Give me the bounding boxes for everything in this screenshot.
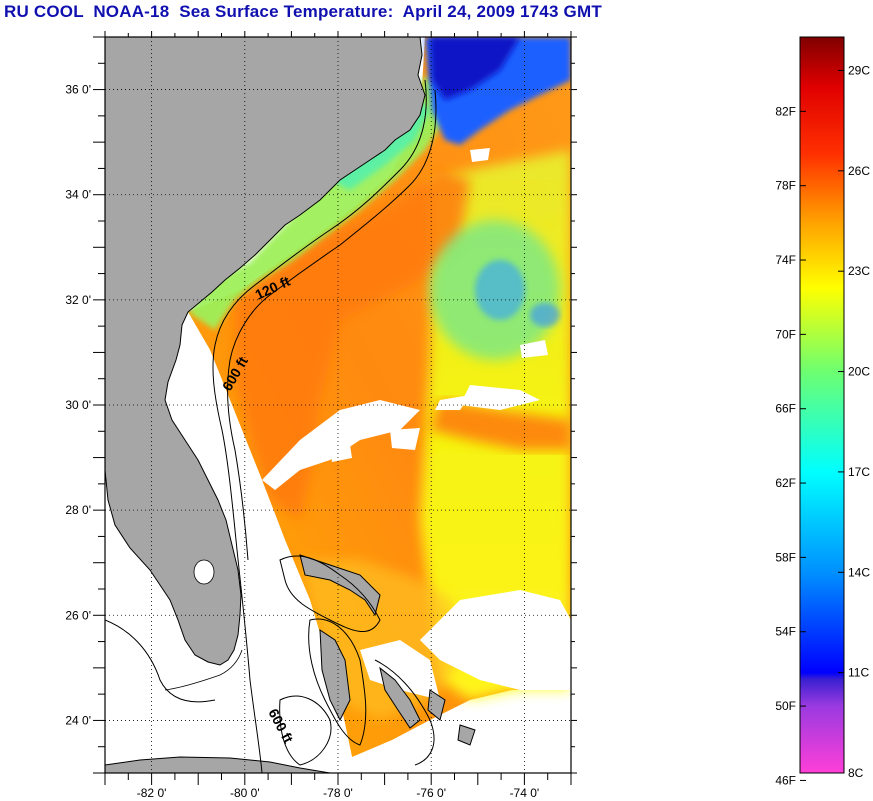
colorbar-label-c: 11C — [848, 666, 869, 680]
colorbar-label-c: 26C — [848, 164, 870, 178]
lat-tick-label: 34 0' — [65, 188, 91, 202]
land-us — [105, 37, 426, 666]
contour-120ft — [212, 79, 427, 773]
lat-tick-label: 24 0' — [65, 713, 91, 727]
sst-field — [105, 37, 571, 773]
lat-tick-label: 36 0' — [65, 83, 91, 97]
colorbar-label-f: 70F — [775, 327, 796, 341]
lon-tick-label: -74 0' — [510, 786, 540, 800]
lat-tick-label: 30 0' — [65, 398, 91, 412]
sst-gulf-stream — [235, 170, 470, 520]
no-data-wedge — [188, 312, 352, 773]
colorbar-label-f: 50F — [775, 699, 796, 713]
contour-bank-2 — [308, 618, 367, 746]
lake-okeechobee — [193, 559, 215, 585]
land-bahamas — [299, 554, 476, 746]
lon-tick-label: -82 0' — [137, 786, 167, 800]
colorbar-label-f: 74F — [775, 253, 796, 267]
contour-east-bank — [374, 659, 435, 766]
contour-gulf — [105, 619, 216, 703]
colorbar — [799, 36, 845, 774]
bathymetry-contours — [105, 79, 437, 773]
sst-eddy-blue-2 — [530, 303, 560, 327]
colorbar-label-c: 8C — [848, 766, 864, 780]
colorbar-label-f: 54F — [775, 625, 796, 639]
lat-tick-label: 32 0' — [65, 293, 91, 307]
colorbar-label-f: 58F — [775, 550, 796, 564]
colorbar-label-c: 17C — [848, 465, 870, 479]
lon-tick-label: -80 0' — [230, 786, 260, 800]
graticule — [105, 37, 571, 773]
lon-tick-label: -76 0' — [416, 786, 446, 800]
lat-tick-label: 28 0' — [65, 503, 91, 517]
colorbar-ticks: 8C 11C 14C 17C 20C 23C 26C 29C 46F 50F 54F 58F 62F 66… — [775, 63, 870, 787]
colorbar-label-f: 46F — [775, 773, 796, 787]
colorbar-label-f: 62F — [775, 476, 796, 490]
map-axes: -82 0' -80 0' -78 0' -76 0' -74 0' 24 0' 26 0'… — [65, 31, 577, 800]
colorbar-label-c: 20C — [848, 365, 870, 379]
colorbar-label-c: 23C — [848, 264, 870, 278]
colorbar-label-c: 29C — [848, 63, 870, 77]
contour-keys — [164, 649, 243, 691]
contour-south — [279, 695, 332, 766]
lon-tick-label: -78 0' — [323, 786, 353, 800]
colorbar-label-f: 66F — [775, 402, 796, 416]
contour-600ft — [227, 89, 437, 561]
sst-warm-band — [430, 400, 571, 450]
land-cuba — [105, 756, 331, 773]
colorbar-label-f: 82F — [775, 104, 796, 118]
sst-eddy-blue — [475, 260, 525, 320]
colorbar-label-c: 14C — [848, 565, 870, 579]
sst-cold-core — [430, 37, 520, 100]
map-title: RU COOL NOAA-18 Sea Surface Temperature:… — [4, 2, 602, 21]
colorbar-label-f: 78F — [775, 179, 796, 193]
contour-bank-1 — [279, 555, 381, 633]
lat-tick-label: 26 0' — [65, 608, 91, 622]
